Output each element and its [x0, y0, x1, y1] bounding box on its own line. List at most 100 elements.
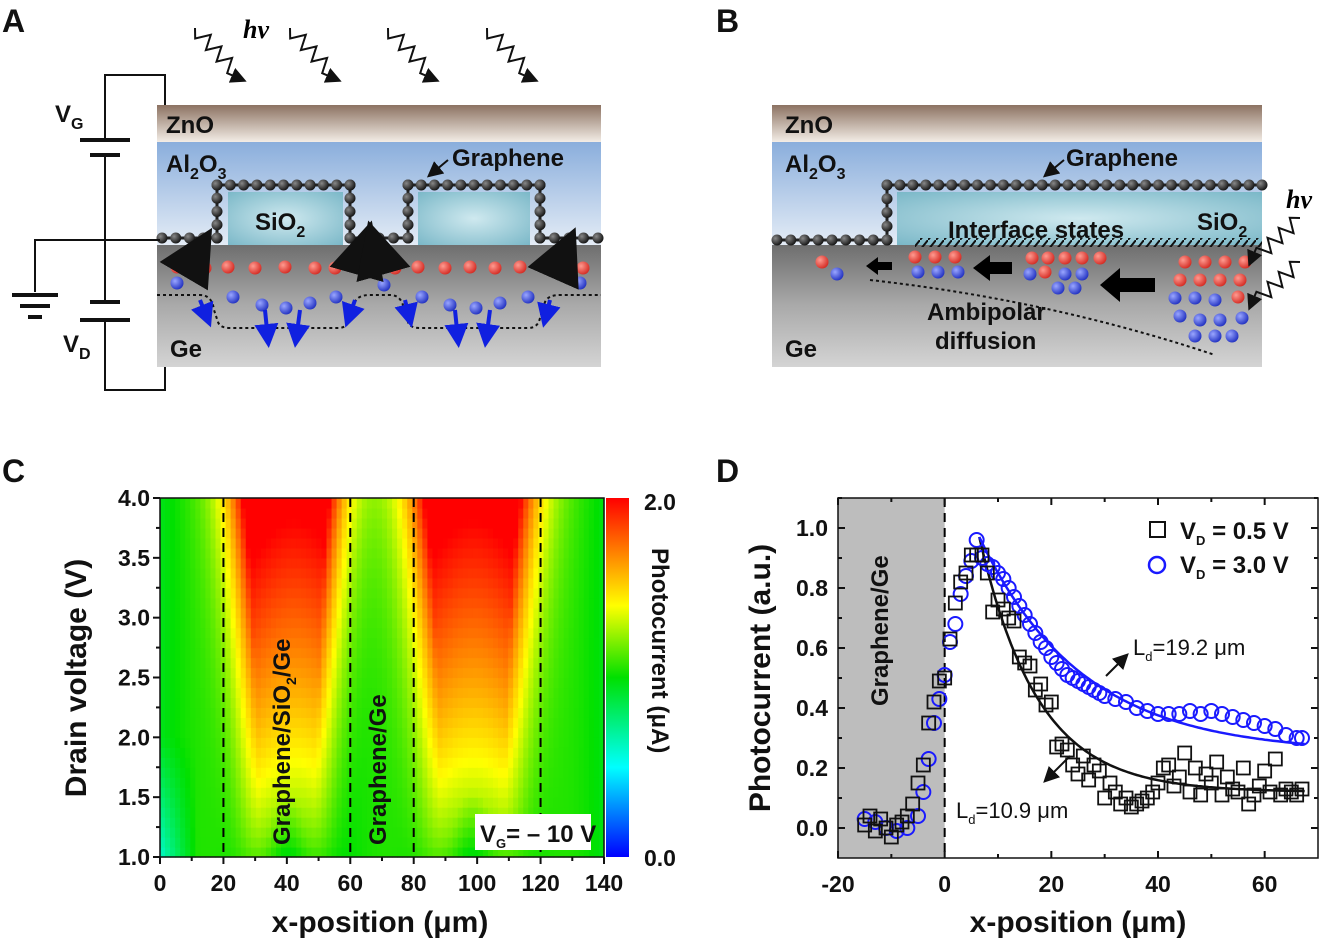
heatmap-cell [316, 527, 323, 539]
heatmap-cell [160, 757, 166, 768]
heatmap-cell [482, 587, 489, 599]
heatmap-cell [523, 717, 529, 728]
heatmap-cell [230, 767, 237, 778]
heatmap-cell [265, 707, 272, 718]
heatmap-cell [351, 817, 358, 828]
heatmap-cell [588, 737, 595, 748]
heatmap-cell [523, 647, 529, 659]
heatmap-cell [240, 707, 247, 718]
heatmap-cell [382, 777, 388, 788]
heatmap-cell [538, 517, 545, 529]
heatmap-cell [376, 607, 383, 619]
heatmap-cell [210, 777, 217, 788]
electron [226, 290, 240, 304]
data-point-square [905, 796, 921, 812]
heatmap-cell [508, 617, 514, 629]
heatmap-cell [316, 757, 323, 768]
data-point-circle [1096, 688, 1113, 704]
heatmap-cell [568, 687, 575, 699]
heatmap-cell [336, 737, 343, 748]
heatmap-cell [447, 837, 454, 848]
heatmap-cell [457, 837, 464, 848]
heatmap-cell [286, 557, 292, 569]
heatmap-cell [321, 597, 328, 609]
heatmap-cell [593, 627, 600, 639]
heatmap-cell [195, 727, 201, 738]
heatmap-cell [336, 767, 343, 778]
heatmap-cell [397, 797, 403, 808]
heatmap-cell [442, 727, 449, 738]
heatmap-cell [175, 567, 181, 579]
heatmap-cell [281, 657, 287, 669]
electron [1225, 329, 1239, 343]
heatmap-cell [593, 507, 600, 519]
heatmap-cell [210, 637, 217, 649]
heatmap-cell [553, 707, 560, 718]
heatmap-cell [578, 498, 585, 509]
heatmap-cell [573, 647, 580, 659]
graphene-atom [521, 179, 533, 191]
heatmap-cell [301, 657, 307, 669]
heatmap-cell [583, 737, 590, 748]
electron-drift-arrow [190, 299, 214, 328]
heatmap-cell [361, 737, 368, 748]
heatmap-cell [220, 637, 227, 649]
heatmap-cell [467, 617, 474, 629]
heatmap-cell [417, 507, 423, 519]
heatmap-cell [593, 717, 600, 728]
heatmap-cell [593, 567, 600, 579]
heatmap-cell [281, 498, 287, 509]
data-point-square [1294, 781, 1310, 797]
heatmap-cell [366, 787, 373, 798]
heatmap-cell [392, 737, 398, 748]
heatmap-cell [240, 837, 247, 848]
heatmap-cell [498, 597, 504, 609]
heatmap-cell [160, 747, 166, 758]
heatmap-cell [301, 667, 307, 679]
heatmap-cell [301, 677, 307, 689]
heatmap-cell [523, 517, 529, 529]
heatmap-cell [392, 607, 398, 619]
heatmap-cell [306, 537, 312, 549]
heatmap-cell [306, 577, 312, 589]
heatmap-cell [336, 607, 343, 619]
heatmap-cell [437, 567, 444, 579]
heatmap-cell [402, 597, 408, 609]
data-point-square [867, 823, 883, 839]
heatmap-cell [392, 677, 398, 689]
heatmap-cell [407, 617, 413, 629]
heatmap-cell [296, 577, 302, 589]
heatmap-cell [160, 797, 166, 808]
heatmap-cell [407, 797, 413, 808]
heatmap-cell [185, 847, 191, 858]
heatmap-cell [165, 797, 171, 808]
heatmap-cell [321, 617, 328, 629]
heatmap-cell [255, 737, 262, 748]
heatmap-cell [583, 647, 590, 659]
heatmap-cell [376, 817, 383, 828]
heatmap-cell [341, 767, 348, 778]
heatmap-cell [392, 498, 398, 509]
heatmap-cell [336, 837, 343, 848]
heatmap-cell [326, 498, 333, 509]
data-point-square [1033, 676, 1049, 692]
heatmap-cell [533, 637, 540, 649]
heatmap-cell [568, 737, 575, 748]
heatmap-cell [190, 777, 196, 788]
heatmap-cell [281, 767, 287, 778]
heatmap-cell [392, 757, 398, 768]
heatmap-cell [240, 757, 247, 768]
heatmap-cell [382, 517, 388, 529]
heatmap-cell [245, 617, 252, 629]
heatmap-cell [462, 557, 469, 569]
heatmap-cell [402, 537, 408, 549]
heatmap-cell [260, 567, 267, 579]
heatmap-cell [321, 737, 328, 748]
data-point-circle [1288, 730, 1305, 746]
heatmap-cell [376, 667, 383, 679]
heatmap-cell [452, 527, 459, 539]
heatmap-cell [351, 567, 358, 579]
heatmap-cell [291, 807, 297, 818]
heatmap-cell [276, 547, 282, 559]
heatmap-cell [215, 807, 222, 818]
